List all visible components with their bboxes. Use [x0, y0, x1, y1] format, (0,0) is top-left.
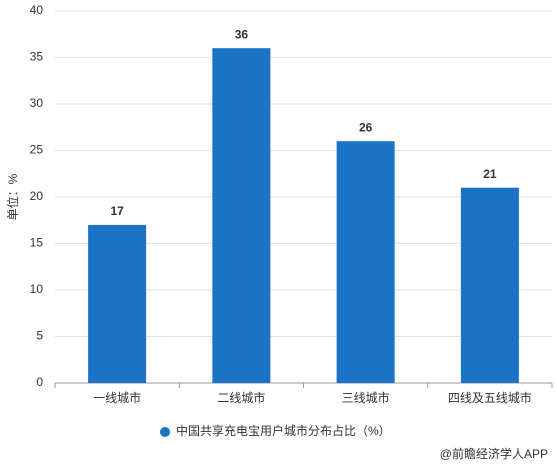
- y-axis-label: 单位：%: [5, 173, 20, 220]
- source: @前瞻经济学人APP: [440, 446, 548, 461]
- data-label: 17: [110, 204, 124, 218]
- legend-marker: [160, 427, 170, 437]
- data-label: 21: [483, 167, 497, 181]
- x-tick-label: 一线城市: [93, 390, 141, 405]
- bar: [460, 187, 519, 383]
- x-tick-label: 三线城市: [342, 390, 390, 405]
- bar: [88, 224, 147, 383]
- y-tick-label: 25: [30, 143, 44, 157]
- x-tick-label: 二线城市: [217, 390, 265, 405]
- bar: [336, 141, 395, 383]
- legend-label: 中国共享充电宝用户城市分布占比（%）: [176, 423, 391, 438]
- y-tick-label: 0: [36, 375, 43, 389]
- x-tick-label: 四线及五线城市: [448, 390, 532, 405]
- y-tick-label: 15: [30, 236, 44, 250]
- bar: [212, 48, 271, 383]
- data-label: 36: [235, 27, 249, 41]
- y-tick-label: 35: [30, 50, 44, 64]
- y-tick-label: 30: [30, 96, 44, 110]
- y-tick-label: 10: [30, 282, 44, 296]
- y-tick-label: 5: [36, 329, 43, 343]
- data-label: 26: [359, 120, 373, 134]
- y-tick-label: 40: [30, 3, 44, 17]
- y-tick-label: 20: [30, 189, 44, 203]
